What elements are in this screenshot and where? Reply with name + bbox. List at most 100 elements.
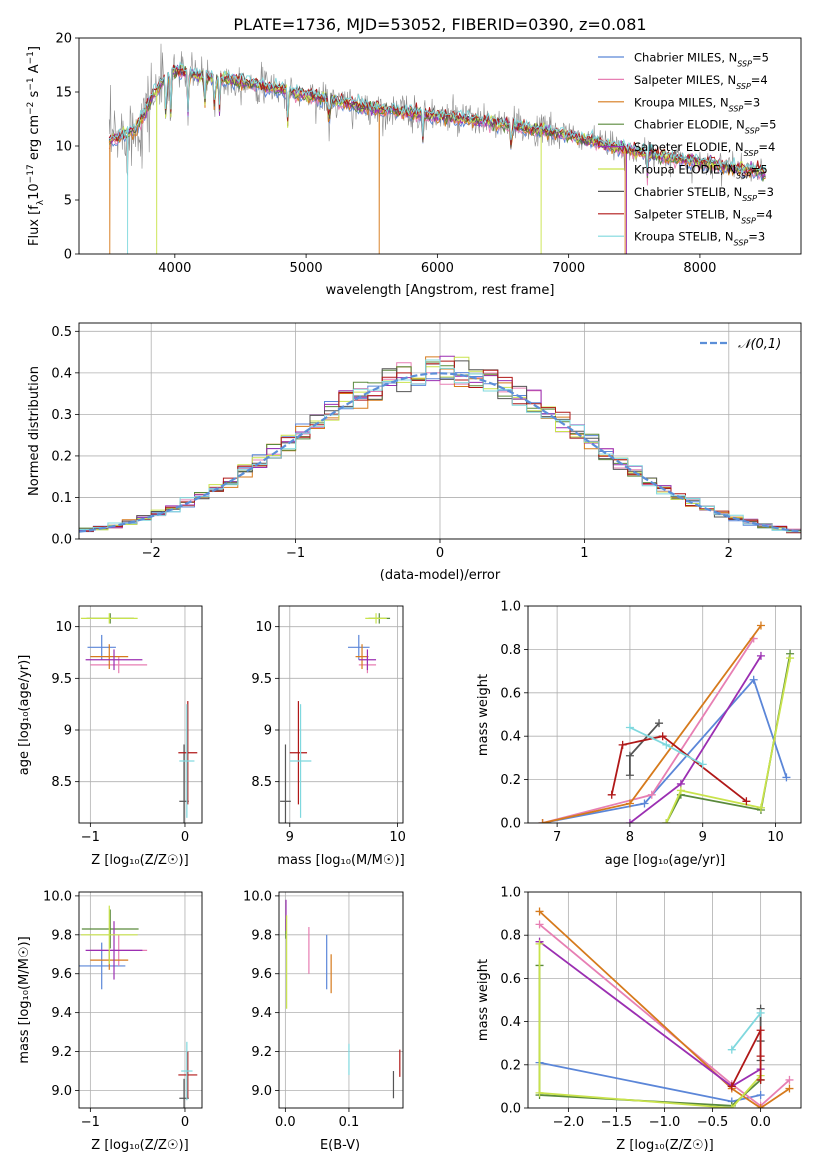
- weight-marker: [756, 1091, 765, 1100]
- spectrum-ylabel-part: erg cm: [27, 115, 42, 164]
- error-bar-point: [280, 744, 291, 823]
- weight-line: [538, 910, 791, 1108]
- weight-marker: [535, 920, 544, 929]
- x-tick-label: 10: [767, 830, 784, 845]
- weight-marker: [749, 675, 758, 684]
- axes-frame: [527, 605, 802, 824]
- x-tick-label: 7000: [552, 261, 585, 276]
- legend-entry: Chabrier STELIB, NSSP=3: [634, 185, 774, 203]
- weight-marker: [756, 1075, 765, 1084]
- y-tick-label: 10.0: [243, 889, 272, 904]
- x-tick-label: 0.0: [275, 1115, 296, 1130]
- y-tick-label: 0.0: [500, 817, 521, 832]
- weight-marker: [655, 719, 664, 728]
- plot-area: [79, 606, 202, 823]
- age-z-ylabel: age [log₁₀(age/yr)]: [17, 655, 32, 776]
- weight-marker: [727, 1104, 736, 1108]
- plot-area: [79, 323, 801, 539]
- y-tick-label: 0.5: [51, 325, 72, 340]
- plot-area: [79, 892, 202, 1108]
- residuals-xlabel: (data-model)/error: [380, 568, 501, 583]
- y-tick-label: 9: [264, 724, 272, 739]
- weight-marker: [756, 1026, 765, 1035]
- y-tick-label: 9.4: [51, 1006, 72, 1021]
- weight-marker: [676, 786, 685, 795]
- y-tick-label: 5: [64, 194, 72, 209]
- figure-title: PLATE=1736, MJD=53052, FIBERID=0390, z=0…: [233, 15, 646, 34]
- spectrum-ylabel-part: −17: [26, 164, 36, 183]
- weight-marker: [756, 1104, 765, 1108]
- weight-marker: [662, 740, 671, 749]
- error-bar-point: [289, 701, 308, 805]
- x-tick-label: −0.5: [697, 1115, 729, 1130]
- weight-marker: [756, 621, 765, 630]
- y-tick-label: 8.5: [51, 775, 72, 790]
- axes-frame: [78, 891, 203, 1109]
- error-bar-point: [80, 905, 138, 964]
- y-tick-label: 9.6: [51, 967, 72, 982]
- y-tick-label: 0.0: [51, 533, 72, 548]
- error-bar-point: [178, 701, 198, 805]
- weight-vs-metallicity-panel: mass weight Z [log₁₀(Z/Z☉)] −2.0 −1.5 −1.0…: [476, 886, 802, 1153]
- weight-z-xlabel: Z [log₁₀(Z/Z☉)]: [616, 1138, 713, 1153]
- weight-marker: [618, 740, 627, 749]
- plot-area: [279, 606, 403, 823]
- mass-z-xlabel: Z [log₁₀(Z/Z☉)]: [91, 1138, 188, 1153]
- y-tick-label: 0.2: [51, 449, 72, 464]
- error-bar-point: [358, 649, 377, 671]
- x-tick-label: 5000: [290, 261, 323, 276]
- y-tick-label: 0.4: [51, 366, 72, 381]
- spectrum-ylabel-part: s: [27, 90, 42, 101]
- y-tick-label: 9.0: [251, 1084, 272, 1099]
- y-tick-label: 9.8: [51, 928, 72, 943]
- age-vs-mass-panel: mass [log₁₀(M/M☉)] 9 10 8.5 9 9.5 10: [251, 605, 406, 868]
- normal-curve: [79, 372, 801, 533]
- x-tick-label: 0: [181, 830, 189, 845]
- spectrum-ylabel-part: Flux [f: [27, 205, 42, 246]
- age-vs-metallicity-panel: age [log₁₀(age/yr)] Z [log₁₀(Z/Z☉)] −1 0 8…: [17, 605, 203, 868]
- y-tick-label: 0.4: [500, 730, 521, 745]
- weight-marker: [662, 819, 671, 823]
- y-tick-label: 10.0: [43, 889, 72, 904]
- error-bar-point: [87, 634, 116, 660]
- axis-group: 9 10 8.5 9 9.5 10: [251, 620, 406, 845]
- y-tick-label: 9.2: [251, 1045, 272, 1060]
- x-tick-label: 8000: [683, 261, 716, 276]
- y-tick-label: 0: [64, 248, 72, 263]
- spectrum-ylabel-part: −2: [26, 102, 36, 115]
- age-z-xlabel: Z [log₁₀(Z/Z☉)]: [91, 853, 188, 868]
- y-tick-label: 0.8: [500, 929, 521, 944]
- axis-group: −2.0 −1.5 −1.0 −0.5 0.0 0.0 0.2 0.4 0.6 0.8 1.0: [500, 886, 771, 1131]
- axis-group: 0.0 0.1 9.0 9.2 9.4 9.6 9.8 10.0: [243, 889, 359, 1130]
- weight-marker: [535, 939, 544, 948]
- weight-marker: [698, 760, 707, 769]
- x-tick-label: 0.0: [750, 1115, 771, 1130]
- spectrum-ylabel-part: λ: [36, 199, 46, 205]
- axes-frame: [278, 605, 404, 824]
- x-tick-label: −1: [81, 1115, 100, 1130]
- spectrum-ylabel: Flux [fλ10−17 erg cm−2 s−1 A−1]: [26, 46, 46, 246]
- axis-group: −1 0 9.0 9.2 9.4 9.6 9.8 10.0: [43, 889, 189, 1130]
- weight-marker: [756, 803, 765, 812]
- residuals-panel: Normed distribution (data-model)/error −…: [27, 322, 802, 583]
- weight-marker: [756, 651, 765, 660]
- residuals-ylabel: Normed distribution: [27, 366, 42, 496]
- mass-z-ylabel: mass [log₁₀(M/M☉)]: [17, 936, 32, 1063]
- weight-marker: [647, 790, 656, 799]
- y-tick-label: 8.5: [251, 775, 272, 790]
- weight-line: [538, 923, 791, 1107]
- axes-frame: [78, 322, 802, 540]
- x-tick-label: 9: [699, 830, 707, 845]
- x-tick-label: −2.0: [553, 1115, 585, 1130]
- error-bar-point: [90, 644, 129, 670]
- error-bar-point: [80, 613, 138, 624]
- y-tick-label: 0.2: [500, 1058, 521, 1073]
- y-tick-label: 0.0: [500, 1102, 521, 1117]
- weight-marker: [535, 907, 544, 916]
- spectrum-ylabel-part: −1: [26, 77, 36, 90]
- legend-entry: Salpeter ELODIE, NSSP=4: [634, 140, 775, 158]
- spectrum-ylabel-part: 10: [27, 183, 42, 200]
- y-tick-label: 9.4: [251, 1006, 272, 1021]
